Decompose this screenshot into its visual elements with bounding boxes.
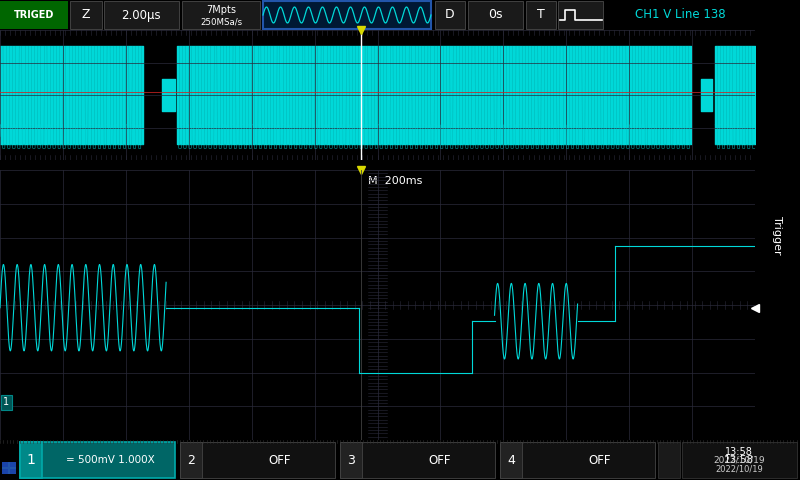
Text: 2.00μs: 2.00μs: [121, 9, 161, 22]
Text: D: D: [445, 9, 455, 22]
Bar: [340, 442, 495, 478]
Bar: [20, 442, 42, 478]
Text: OFF: OFF: [429, 454, 451, 467]
Bar: [500, 442, 655, 478]
Bar: [558, 1, 603, 29]
Text: CH1 V Line 138: CH1 V Line 138: [634, 9, 726, 22]
Bar: [180, 442, 335, 478]
Text: 250MSa/s: 250MSa/s: [200, 17, 242, 26]
Bar: [2, 469, 8, 474]
Text: 13:58: 13:58: [725, 447, 753, 457]
Text: T: T: [537, 9, 545, 22]
Bar: [182, 1, 260, 29]
Bar: [70, 1, 102, 29]
Bar: [2, 462, 16, 474]
Bar: [682, 442, 797, 478]
Bar: [180, 442, 202, 478]
Bar: [263, 1, 431, 29]
Text: 2022/10/19: 2022/10/19: [715, 464, 763, 473]
Bar: [0, 1, 68, 29]
Bar: [500, 442, 522, 478]
Text: 7Mpts: 7Mpts: [206, 5, 236, 14]
Text: OFF: OFF: [589, 454, 611, 467]
Text: 1: 1: [3, 397, 9, 407]
Text: = 500mV 1.000X: = 500mV 1.000X: [66, 455, 154, 465]
Bar: [104, 1, 179, 29]
Text: Z: Z: [82, 9, 90, 22]
Bar: [468, 1, 523, 29]
Text: 1: 1: [26, 453, 35, 467]
Text: 0s: 0s: [488, 9, 502, 22]
Text: 13:58: 13:58: [724, 455, 754, 465]
Bar: [2, 462, 8, 467]
Bar: [20, 442, 175, 478]
Text: 4: 4: [507, 454, 515, 467]
Text: 3: 3: [347, 454, 355, 467]
Bar: [526, 1, 556, 29]
Bar: [10, 469, 16, 474]
Bar: [10, 462, 16, 467]
Text: Trigger: Trigger: [773, 216, 782, 254]
Bar: [658, 442, 680, 478]
Text: M  200ms: M 200ms: [369, 176, 423, 186]
Text: OFF: OFF: [269, 454, 291, 467]
Text: 2022/10/19: 2022/10/19: [713, 456, 765, 465]
Text: 2: 2: [187, 454, 195, 467]
Bar: [435, 1, 465, 29]
Bar: [340, 442, 362, 478]
Text: TRIGED: TRIGED: [14, 10, 54, 20]
